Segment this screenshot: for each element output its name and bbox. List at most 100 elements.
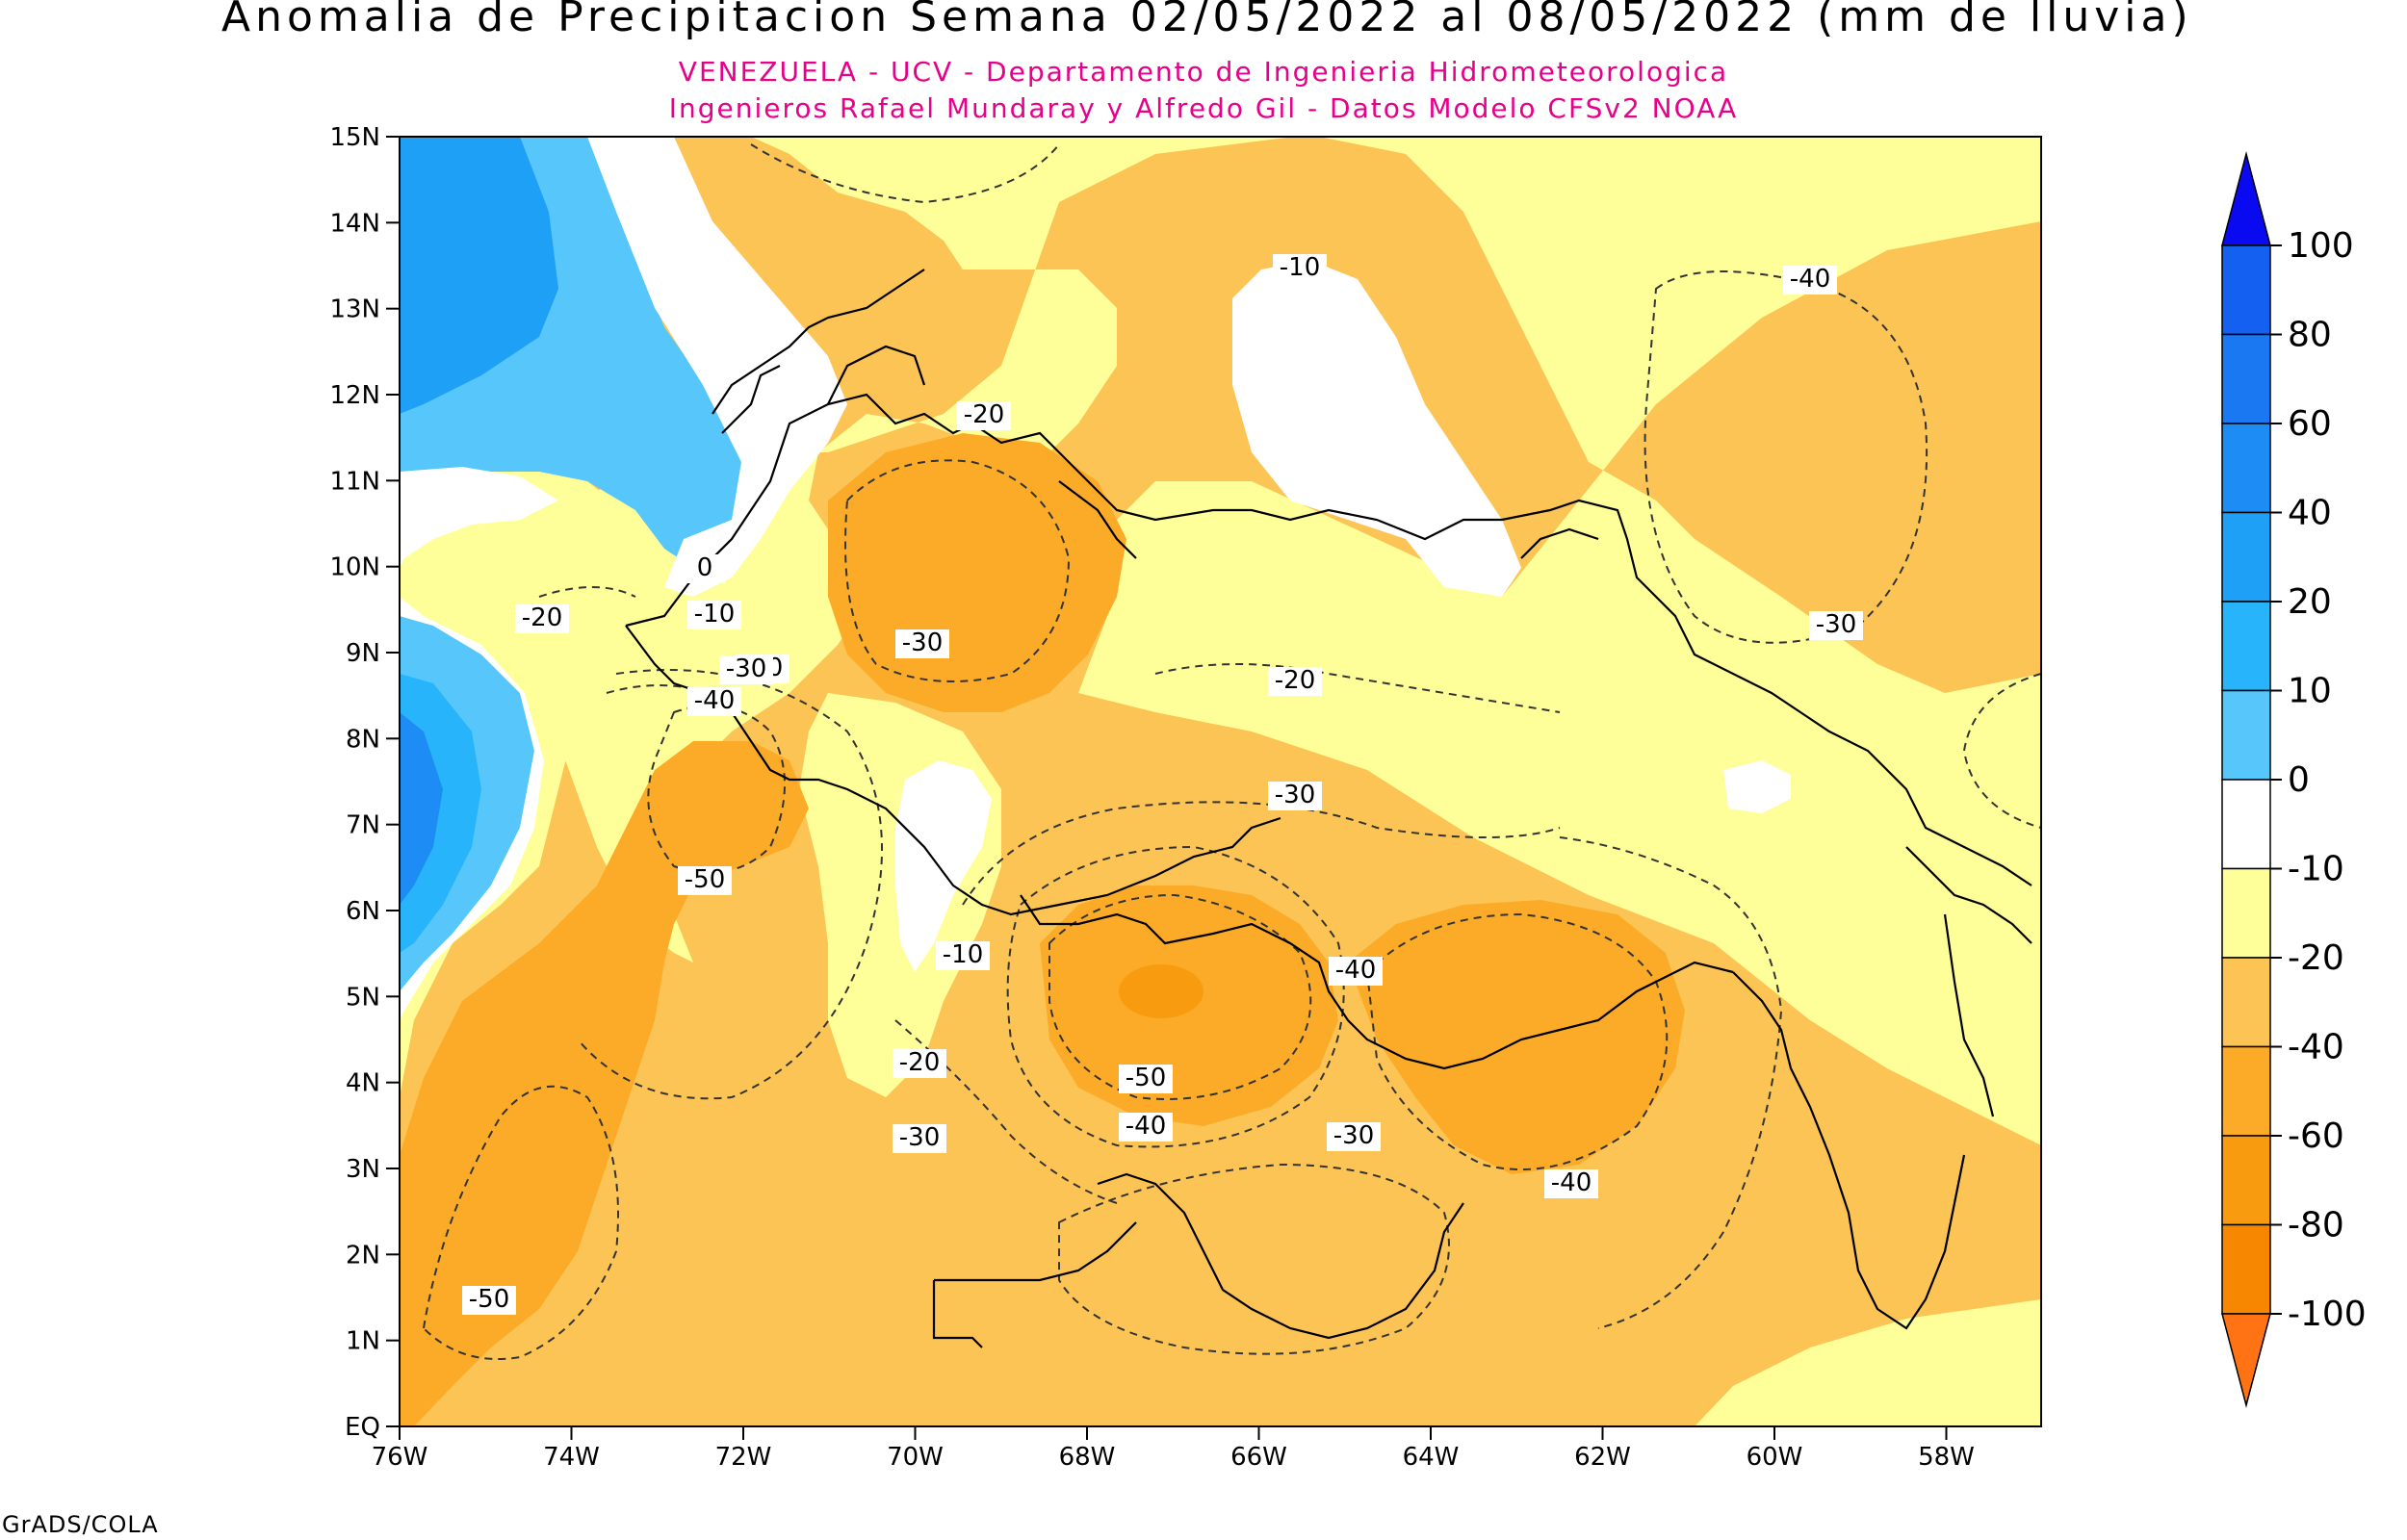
contour-label: -30	[899, 1123, 940, 1152]
map-frame	[399, 136, 2042, 1427]
subtitle-institution: VENEZUELA - UCV - Departamento de Ingeni…	[678, 56, 1729, 88]
contour-label: -10	[1280, 253, 1320, 282]
contour-label-bg	[1273, 254, 1327, 283]
contour-label-bg	[462, 1286, 516, 1315]
region-white-central	[895, 760, 992, 972]
region-white-south-caribbean	[400, 467, 558, 568]
contour-label: -10	[694, 600, 735, 629]
colorbar-segment	[2221, 423, 2271, 514]
contour-label: -30	[902, 629, 943, 657]
colorbar-segment	[2221, 867, 2271, 959]
colorbar-label: -20	[2288, 938, 2344, 978]
contour-label: -40	[694, 686, 735, 715]
region-white-caribbean	[587, 137, 847, 597]
contour-label: -40	[1335, 956, 1376, 985]
contour-label-bg	[515, 604, 569, 633]
contour-label: -40	[1551, 1168, 1592, 1197]
colorbar-segment	[2221, 1135, 2271, 1226]
contour-label-bg	[719, 655, 773, 684]
colorbar-label: 80	[2288, 316, 2332, 355]
contour-label-bg	[1327, 1122, 1381, 1151]
lat-tick-label: EQ	[345, 1413, 380, 1442]
colorbar-label: 40	[2288, 494, 2332, 533]
lon-tick-label: 60W	[1747, 1443, 1803, 1472]
region-blue-caribbean-dark	[400, 137, 558, 414]
region-white-north-center	[1232, 260, 1521, 597]
colorbar-label: 100	[2288, 226, 2354, 266]
lat-tick-label: 7N	[346, 811, 380, 840]
colorbar-label: -80	[2288, 1206, 2344, 1245]
region-orange-east	[1348, 900, 1685, 1174]
region-white-guyana	[1723, 760, 1791, 813]
lat-tick-label: 13N	[329, 295, 380, 324]
contour-label: -50	[469, 1285, 509, 1314]
lat-tick-label: 8N	[346, 725, 380, 754]
lon-tick-label: 58W	[1918, 1443, 1975, 1472]
contour-label-bg	[1268, 667, 1322, 696]
contour-label-bg	[1119, 1065, 1173, 1093]
contour-label: -30	[1333, 1121, 1374, 1150]
colorbar-segment	[2221, 1223, 2271, 1315]
colorbar-segment	[2221, 1045, 2271, 1137]
contour-label: -40	[1126, 1112, 1166, 1141]
lat-tick-label: 15N	[329, 123, 380, 152]
contour-label-bg	[936, 941, 990, 970]
lon-tick-label: 68W	[1059, 1443, 1116, 1472]
contour-label: -50	[685, 865, 725, 894]
lat-tick-label: 10N	[329, 553, 380, 582]
lat-tick-label: 11N	[329, 467, 380, 496]
colorbar-label: 20	[2288, 582, 2332, 622]
region-orange-west	[400, 741, 809, 1426]
colorbar-segment	[2221, 333, 2271, 424]
contour-label-bg	[678, 866, 732, 895]
contour-label-bg	[687, 687, 741, 716]
region-deep-orange-spot	[1119, 964, 1204, 1018]
lat-tick-label: 1N	[346, 1327, 380, 1356]
region-white-pacific	[400, 597, 544, 1020]
lon-tick-label: 72W	[715, 1443, 772, 1472]
contour-label: -10	[943, 940, 983, 969]
contour-label-bg	[1268, 782, 1322, 810]
contour-label: 0	[697, 553, 713, 582]
lon-tick-label: 62W	[1574, 1443, 1631, 1472]
contour-label-bg	[895, 629, 949, 658]
colorbar-segment	[2221, 779, 2271, 870]
colorbar-label: -40	[2288, 1028, 2344, 1067]
colorbar-top-arrow	[2221, 151, 2271, 246]
grads-credit: GrADS/COLA	[2, 1511, 159, 1538]
lat-tick-label: 5N	[346, 983, 380, 1012]
lon-tick-label: 64W	[1403, 1443, 1460, 1472]
contour-label: -40	[1790, 265, 1830, 294]
contour-label: -30	[1275, 781, 1315, 809]
contour-label: -30	[726, 654, 766, 683]
lon-tick-label: 76W	[372, 1443, 428, 1472]
lon-tick-label: 70W	[887, 1443, 944, 1472]
lat-tick-label: 4N	[346, 1069, 380, 1098]
colorbar-segment	[2221, 689, 2271, 781]
colorbar-label: -10	[2288, 850, 2344, 889]
contour-label: -20	[1275, 666, 1315, 695]
lon-tick-label: 66W	[1230, 1443, 1287, 1472]
colorbar-segment	[2221, 601, 2271, 692]
lat-tick-label: 14N	[329, 209, 380, 238]
latitude-axis: EQ 1N 2N 3N 4N 5N 6N 7N 8N 9N 10N 11N 12N 13N 14N 15N	[329, 123, 400, 1442]
colorbar-segment	[2221, 511, 2271, 603]
region-yellow-se	[1695, 1299, 2041, 1426]
contour-label-bg	[957, 401, 1011, 430]
contour-label-bg	[685, 554, 725, 583]
contour-label-bg	[1809, 611, 1863, 640]
lat-tick-label: 2N	[346, 1241, 380, 1270]
colorbar-segment	[2221, 244, 2271, 336]
contour-label: -30	[1816, 610, 1856, 639]
contour-label-bg	[1783, 266, 1837, 295]
colorbar-label: 10	[2288, 672, 2332, 711]
contour-label-bg	[1544, 1169, 1598, 1198]
contour-label-bg	[893, 1049, 946, 1078]
lat-tick-label: 6N	[346, 897, 380, 926]
contour-label: -50	[1126, 1064, 1166, 1092]
contour-labels-group: 0 -10 -20 -30 -40 -50 -10 -20 -30 -10 -20 -30 -40 -50…	[462, 253, 1863, 1315]
longitude-axis: 76W 74W 72W 70W 68W 66W 64W 62W 60W 58W	[372, 1426, 1975, 1472]
lat-tick-label: 3N	[346, 1155, 380, 1184]
region-blue-pacific-darker	[400, 712, 443, 905]
